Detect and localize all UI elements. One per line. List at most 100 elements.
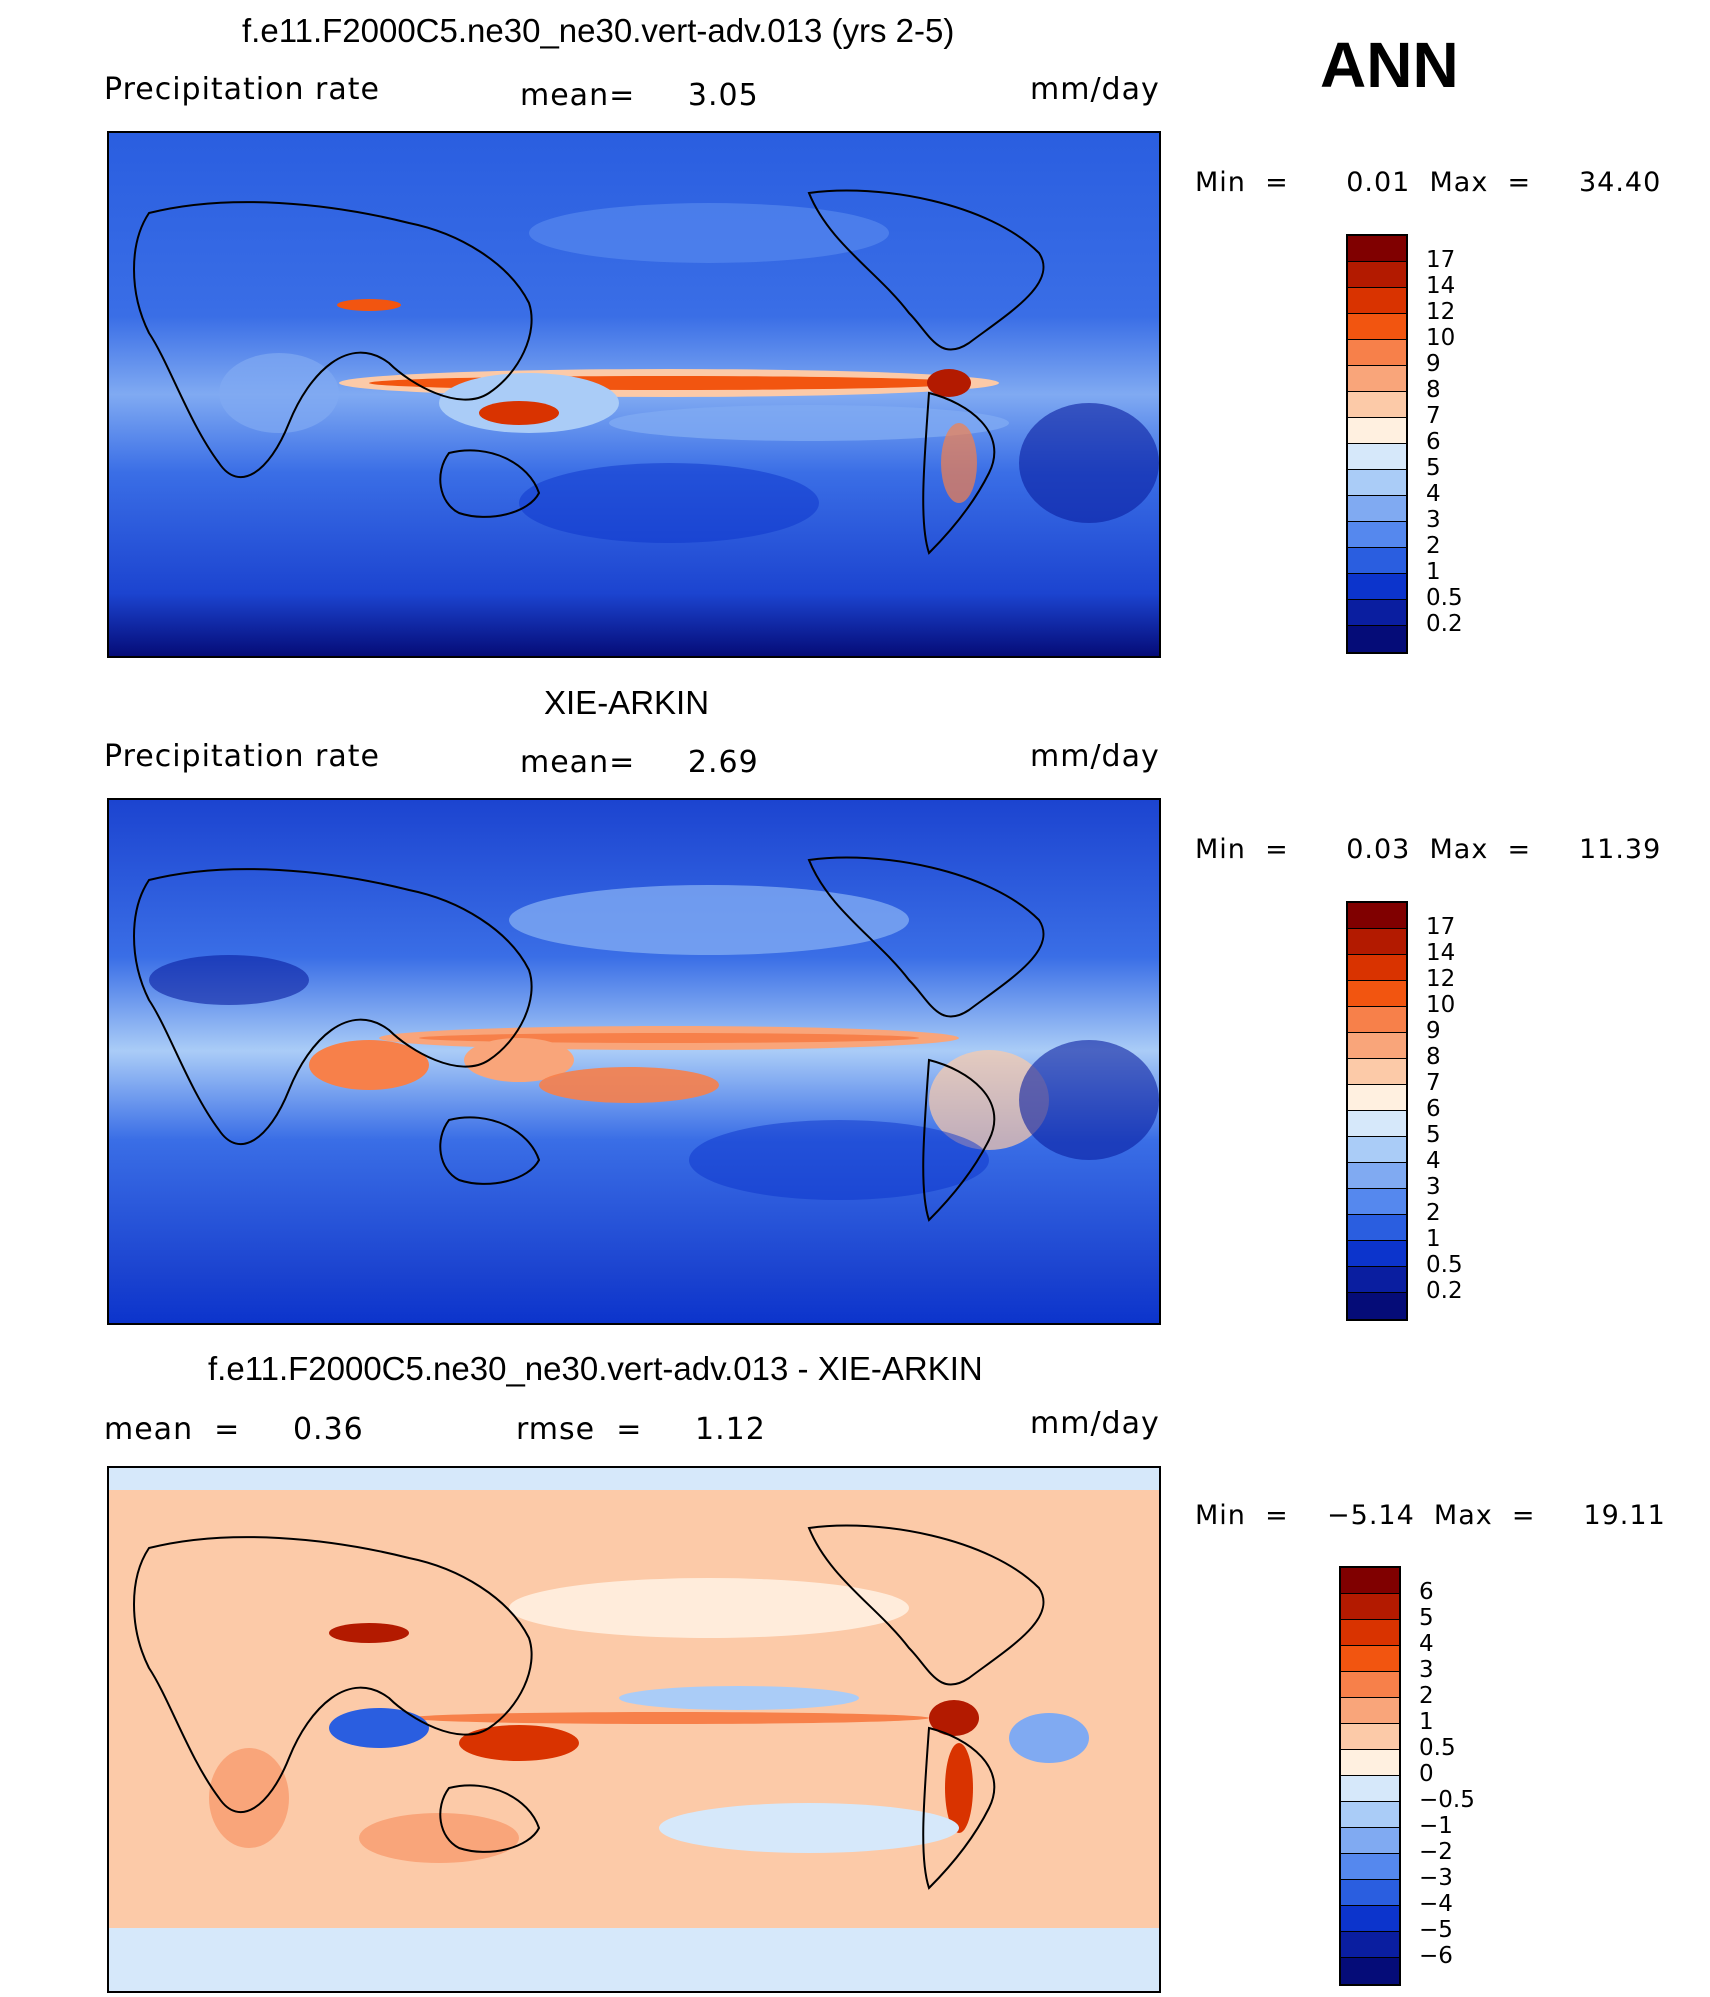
panel3-colorbar-swatch [1341,1698,1399,1724]
panel2-colorbar-tick-label: 0.2 [1426,1278,1463,1304]
panel3-coastlines [133,1524,1045,1890]
panel2-colorbar-tick-label: 8 [1426,1044,1441,1070]
panel3-colorbar-box [1339,1566,1401,1986]
panel1-colorbar-swatch [1348,418,1406,444]
panel3-colorbar-swatch [1341,1932,1399,1958]
panel3-colorbar-tick-label: −6 [1419,1943,1453,1969]
panel3-colorbar-tick-label: −5 [1419,1917,1453,1943]
panel3-colorbar-tick-label: 0 [1419,1761,1434,1787]
panel2-colorbar-tick-label: 2 [1426,1200,1441,1226]
panel3-colorbar-swatch [1341,1568,1399,1594]
panel1-colorbar-tick-label: 9 [1426,351,1441,377]
panel3-colorbar-swatch [1341,1672,1399,1698]
panel3-colorbar-swatch [1341,1620,1399,1646]
panel2-colorbar-tick-label: 7 [1426,1070,1441,1096]
panel2-colorbar-swatch [1348,1293,1406,1319]
panel1-map-field [109,133,1159,656]
panel1-colorbar-tick-label: 3 [1426,507,1441,533]
panel2-colorbar-swatch [1348,1189,1406,1215]
panel1-coastlines [133,189,1045,555]
panel2-colorbar-tick-label: 4 [1426,1148,1441,1174]
panel2-colorbar-tick-label: 9 [1426,1018,1441,1044]
panel3-colorbar-swatch [1341,1594,1399,1620]
panel3-colorbar-tick-label: −3 [1419,1865,1453,1891]
panel3-colorbar-tick-label: 2 [1419,1683,1434,1709]
panel1-colorbar-swatch [1348,548,1406,574]
panel1-colorbar-swatch [1348,262,1406,288]
panel2-colorbar-swatch [1348,1085,1406,1111]
panel1-colorbar-swatch [1348,600,1406,626]
panel2-colorbar-tick-label: 10 [1426,992,1456,1018]
panel2-colorbar-swatch [1348,1163,1406,1189]
panel3-colorbar-swatch [1341,1646,1399,1672]
panel1-colorbar-tick-label: 17 [1426,247,1456,273]
panel1-map [107,131,1161,658]
panel3-colorbar-swatch [1341,1854,1399,1880]
panel3-title: f.e11.F2000C5.ne30_ne30.vert-adv.013 - X… [208,1350,983,1387]
panel1-colorbar-tick-label: 14 [1426,273,1456,299]
panel1-colorbar-tick-label: 8 [1426,377,1441,403]
panel1-colorbar-swatch [1348,444,1406,470]
panel2-colorbar-tick-label: 17 [1426,914,1456,940]
panel3-himalaya-anomaly [329,1623,409,1643]
panel1-colorbar-tick-label: 6 [1426,429,1441,455]
panel3-map-field [109,1468,1159,1991]
panel2-colorbar-swatch [1348,903,1406,929]
panel2-colorbar-tick-label: 3 [1426,1174,1441,1200]
panel1-colorbar-swatch [1348,392,1406,418]
panel3-map [107,1466,1161,1993]
panel1-colorbar-swatch [1348,574,1406,600]
panel1-colorbar-swatch [1348,288,1406,314]
panel1-colorbar-swatch [1348,366,1406,392]
panel2-colorbar-tick-label: 14 [1426,940,1456,966]
panel2-map [107,798,1161,1325]
panel3-rmse-label: rmse = 1.12 [516,1412,766,1447]
panel2-colorbar-swatch [1348,929,1406,955]
panel2-colorbar-swatch [1348,1007,1406,1033]
panel2-colorbar-box [1346,901,1408,1321]
panel3-colorbar-swatch [1341,1776,1399,1802]
panel2-colorbar-tick-label: 0.5 [1426,1252,1463,1278]
panel3-minmax: Min = −5.14 Max = 19.11 [1195,1500,1666,1531]
panel3-colorbar-tick-label: 0.5 [1419,1735,1456,1761]
panel2-map-field [109,800,1159,1323]
panel1-colorbar-swatch [1348,522,1406,548]
panel1-colorbar-swatch [1348,236,1406,262]
panel2-colorbar-tick-label: 5 [1426,1122,1441,1148]
panel2-coastlines [133,856,1045,1222]
panel2-colorbar-swatch [1348,1241,1406,1267]
panel3-colorbar-swatch [1341,1750,1399,1776]
panel2-colorbar-swatch [1348,1111,1406,1137]
panel1-colorbar-tick-label: 4 [1426,481,1441,507]
panel3-colorbar-tick-label: −1 [1419,1813,1453,1839]
panel2-colorbar-swatch [1348,1267,1406,1293]
panel1-colorbar-tick-label: 5 [1426,455,1441,481]
panel2-units: mm/day [1030,739,1160,774]
panel2-colorbar-swatch [1348,1033,1406,1059]
panel1-colorbar-swatch [1348,496,1406,522]
panel3-colorbar-tick-label: 1 [1419,1709,1434,1735]
panel3-units: mm/day [1030,1406,1160,1441]
panel1-units: mm/day [1030,72,1160,107]
panel3-colorbar-tick-label: −4 [1419,1891,1453,1917]
panel1-colorbar-tick-label: 7 [1426,403,1441,429]
panel3-mean-label: mean = 0.36 [104,1412,364,1447]
panel2-mean-label: mean= 2.69 [520,745,759,780]
panel1-colorbar-tick-label: 2 [1426,533,1441,559]
panel3-colorbar-swatch [1341,1958,1399,1984]
panel3-colorbar-swatch [1341,1880,1399,1906]
panel3-colorbar-tick-label: 3 [1419,1657,1434,1683]
panel2-colorbar-swatch [1348,981,1406,1007]
panel1-colorbar-tick-label: 1 [1426,559,1441,585]
panel2-colorbar-swatch [1348,1137,1406,1163]
panel1-colorbar-tick-label: 12 [1426,299,1456,325]
panel1-colorbar-tick-label: 0.2 [1426,611,1463,637]
panel3-colorbar-swatch [1341,1828,1399,1854]
panel2-colorbar-tick-label: 1 [1426,1226,1441,1252]
panel1-variable-label: Precipitation rate [104,72,380,107]
panel1-colorbar-swatch [1348,340,1406,366]
panel2-colorbar-swatch [1348,955,1406,981]
panel1-colorbar-tick-label: 10 [1426,325,1456,351]
panel2-title: XIE-ARKIN [544,684,710,721]
panel2-colorbar-swatch [1348,1215,1406,1241]
